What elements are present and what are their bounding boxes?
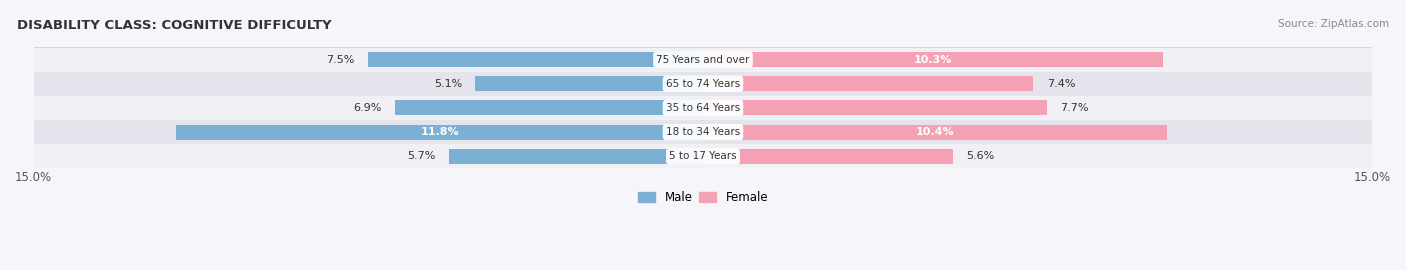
Text: 75 Years and over: 75 Years and over [657,55,749,65]
Bar [34,144,1372,168]
Text: 35 to 64 Years: 35 to 64 Years [666,103,740,113]
Bar [703,100,1046,115]
Text: 11.8%: 11.8% [420,127,458,137]
Text: 10.3%: 10.3% [914,55,952,65]
Bar [368,52,703,67]
Text: 5 to 17 Years: 5 to 17 Years [669,151,737,161]
Text: 10.4%: 10.4% [915,127,955,137]
Text: 18 to 34 Years: 18 to 34 Years [666,127,740,137]
Bar [475,76,703,91]
Bar [449,149,703,164]
Text: Source: ZipAtlas.com: Source: ZipAtlas.com [1278,19,1389,29]
Bar [703,76,1033,91]
Text: 6.9%: 6.9% [353,103,381,113]
Bar [703,124,1167,140]
Text: 7.7%: 7.7% [1060,103,1088,113]
Text: 5.1%: 5.1% [434,79,463,89]
Text: 7.5%: 7.5% [326,55,354,65]
Bar [176,124,703,140]
Bar [34,120,1372,144]
Text: 65 to 74 Years: 65 to 74 Years [666,79,740,89]
Bar [703,149,953,164]
Bar [34,96,1372,120]
Bar [34,72,1372,96]
Bar [703,52,1163,67]
Text: DISABILITY CLASS: COGNITIVE DIFFICULTY: DISABILITY CLASS: COGNITIVE DIFFICULTY [17,19,332,32]
Text: 5.7%: 5.7% [406,151,436,161]
Legend: Male, Female: Male, Female [633,186,773,208]
Text: 5.6%: 5.6% [966,151,994,161]
Text: 7.4%: 7.4% [1046,79,1076,89]
Bar [34,48,1372,72]
Bar [395,100,703,115]
